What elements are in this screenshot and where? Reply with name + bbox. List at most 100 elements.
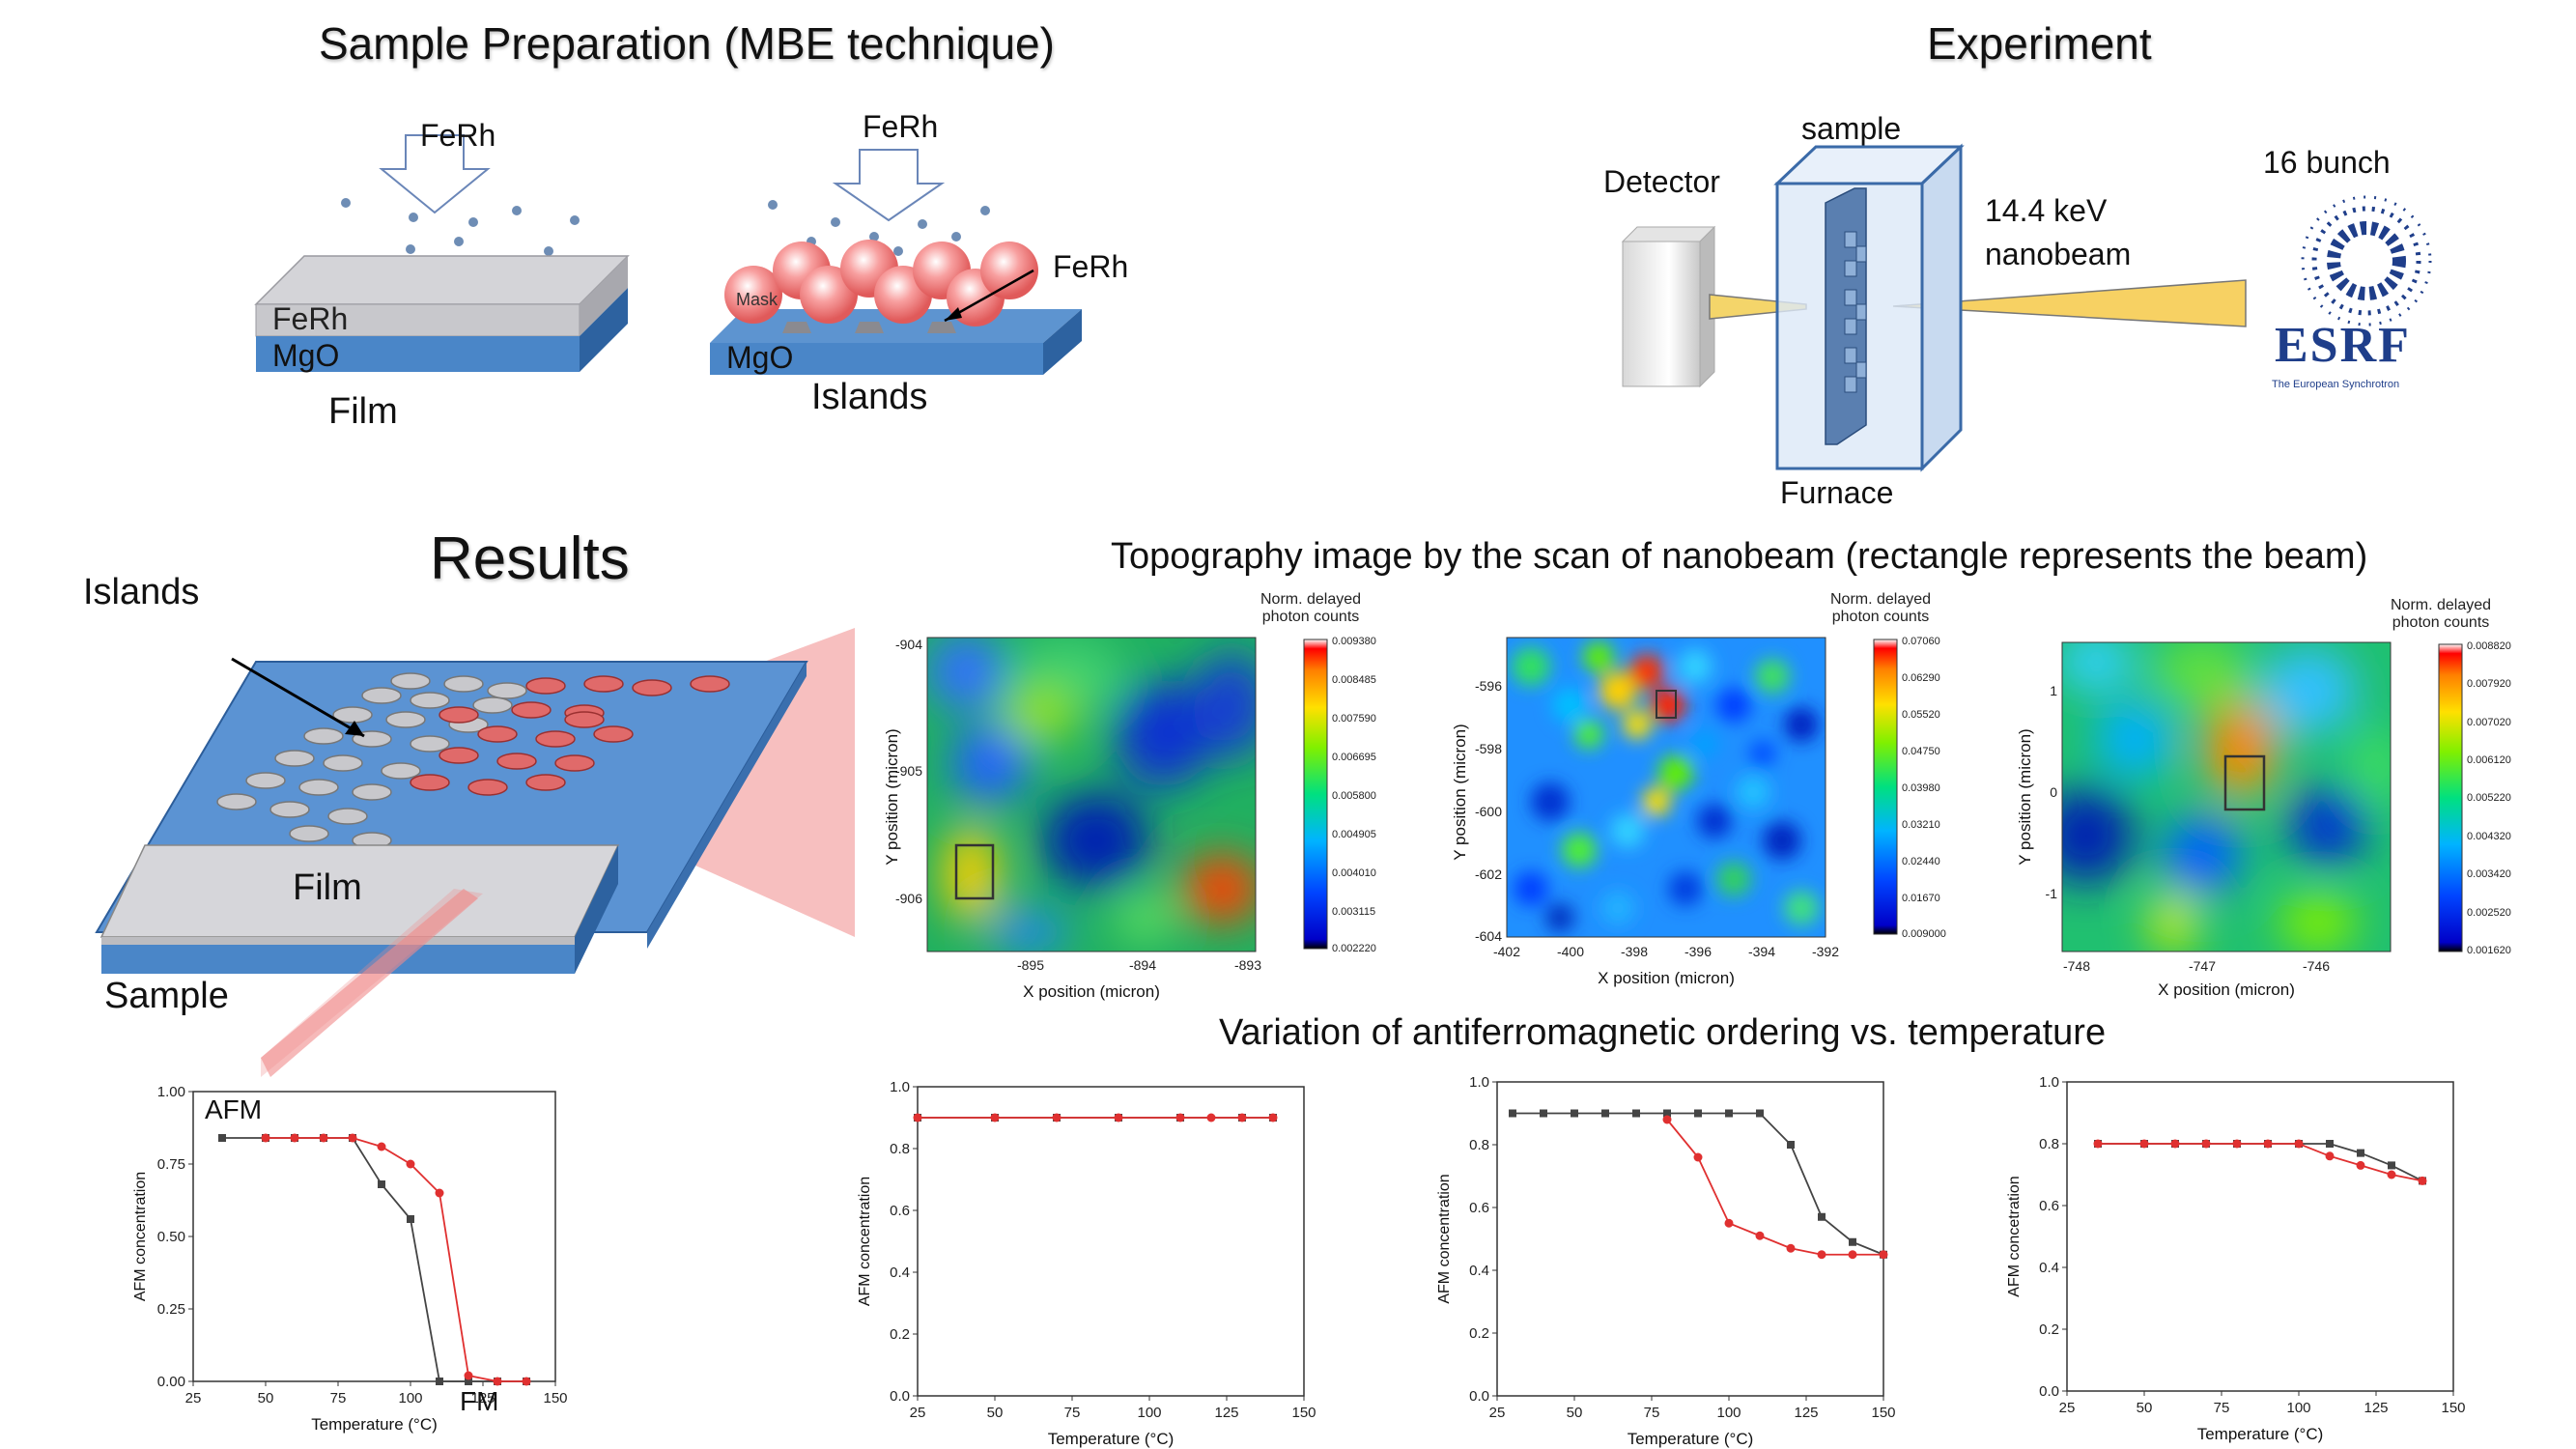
bunch-label: 16 bunch: [2263, 145, 2391, 180]
plot-frame: [1496, 1081, 1884, 1397]
y-tick-label: 0.0: [890, 1388, 910, 1405]
data-point-cooling: [435, 1188, 444, 1198]
data-point-heating: [1509, 1109, 1516, 1118]
islands-prep-diagram: [710, 149, 1082, 375]
svg-text:0.004905: 0.004905: [1332, 829, 1376, 840]
svg-text:0.04750: 0.04750: [1902, 746, 1940, 757]
svg-text:-1: -1: [2046, 886, 2058, 901]
svg-text:0.006695: 0.006695: [1332, 752, 1376, 763]
data-point-cooling: [2294, 1139, 2304, 1149]
data-point-heating: [1849, 1237, 1856, 1246]
data-point-heating: [1818, 1212, 1826, 1221]
data-point-cooling: [1175, 1113, 1185, 1122]
data-point-heating: [1787, 1141, 1795, 1149]
islands-pointer-label: FeRh: [1053, 249, 1129, 284]
svg-text:0.004010: 0.004010: [1332, 867, 1376, 879]
annotation-fm: FM: [460, 1386, 498, 1416]
variation-title: Variation of antiferromagnetic ordering …: [1219, 1012, 2107, 1053]
beam-rectangle: [1656, 690, 1677, 719]
topography-map-2: 0.07060 0.06290 0.05520 0.04750 0.03980 0.0…: [1451, 636, 1946, 987]
data-point-heating: [1540, 1109, 1547, 1118]
beam-type-label: nanobeam: [1985, 237, 2132, 271]
svg-text:-596: -596: [1475, 678, 1502, 694]
svg-text:-600: -600: [1475, 804, 1502, 819]
series-line-cooling: [1666, 1119, 1883, 1256]
data-point-heating: [1756, 1109, 1764, 1118]
zoom-beam-cone-chart: [261, 889, 483, 1077]
afm-chart-3: 25 50 75 100 125 150 0.0 0.2 0.4 0.6 0.8 1.0 Tempera…: [1436, 1074, 1896, 1448]
data-point-cooling: [1755, 1231, 1765, 1240]
y-tick-label: 1.00: [157, 1084, 185, 1100]
data-point-cooling: [406, 1159, 415, 1169]
svg-text:-894: -894: [1129, 957, 1156, 973]
data-point-cooling: [1848, 1250, 1857, 1260]
svg-text:0: 0: [2050, 784, 2057, 800]
x-tick-label: 25: [910, 1405, 926, 1421]
experiment-title: Experiment: [1927, 18, 2152, 69]
data-point-cooling: [2232, 1139, 2242, 1149]
x-axis-label: Temperature (°C): [311, 1415, 438, 1434]
film-layer-ferh: FeRh: [272, 301, 349, 336]
data-point-heating: [465, 1378, 472, 1385]
y-tick-label: 0.2: [890, 1326, 910, 1343]
deposition-arrow-icon: [832, 149, 946, 222]
data-point-heating: [218, 1134, 226, 1142]
svg-text:-604: -604: [1475, 928, 1502, 944]
x-tick-label: 100: [1137, 1405, 1161, 1421]
x-tick-label: 25: [1489, 1405, 1506, 1421]
data-point-cooling: [1206, 1113, 1216, 1122]
x-tick-label: 125: [2364, 1400, 2388, 1416]
x-tick-label: 50: [258, 1390, 274, 1406]
x-axis-label: Temperature (°C): [2197, 1425, 2324, 1443]
data-point-cooling: [290, 1133, 299, 1143]
data-point-heating: [407, 1215, 414, 1223]
svg-text:0.07060: 0.07060: [1902, 636, 1940, 647]
islands-pointer-arrow-icon: [231, 657, 365, 738]
svg-text:-748: -748: [2063, 958, 2090, 974]
afm-chart-1: 25 50 75 100 125 150 0.00 0.25 0.50 0.75 1.00 Tempe…: [132, 1084, 568, 1434]
svg-text:-598: -598: [1475, 741, 1502, 756]
svg-text:0.003420: 0.003420: [2467, 868, 2511, 880]
results-title: Results: [430, 526, 630, 592]
detector-label: Detector: [1603, 164, 1720, 199]
y-tick-label: 1.0: [890, 1079, 910, 1095]
y-tick-label: 0.0: [2039, 1383, 2059, 1400]
data-point-cooling: [261, 1133, 270, 1143]
x-tick-label: 25: [185, 1390, 202, 1406]
svg-text:-906: -906: [895, 891, 922, 906]
svg-text:-746: -746: [2303, 958, 2330, 974]
islands-layer-mgo: MgO: [726, 340, 794, 375]
data-point-cooling: [2418, 1176, 2427, 1185]
data-point-cooling: [990, 1113, 1000, 1122]
y-tick-label: 0.8: [890, 1141, 910, 1157]
svg-text:0.003115: 0.003115: [1332, 906, 1375, 918]
data-point-cooling: [2201, 1139, 2211, 1149]
results-sample-diagram: [95, 628, 855, 974]
map2-colorbar-title: Norm. delayed photon counts: [1830, 591, 1932, 625]
topography-map-1: 0.009380 0.008485 0.007590 0.006695 0.0058…: [883, 636, 1376, 1001]
svg-text:-402: -402: [1493, 944, 1520, 959]
map1-ylabel: Y position (micron): [883, 728, 901, 865]
x-tick-label: 100: [2286, 1400, 2310, 1416]
atoms-icon: [768, 200, 990, 256]
x-axis-label: Temperature (°C): [1048, 1430, 1175, 1448]
x-tick-label: 75: [1644, 1405, 1660, 1421]
x-tick-label: 150: [1871, 1405, 1895, 1421]
x-tick-label: 150: [543, 1390, 567, 1406]
svg-text:0.05520: 0.05520: [1902, 709, 1940, 721]
afm-chart-4: 25 50 75 100 125 150 0.0 0.2 0.4 0.6 0.8 1.0 Tempera…: [2006, 1074, 2466, 1443]
svg-text:-392: -392: [1812, 944, 1839, 959]
svg-text:1: 1: [2050, 683, 2057, 698]
svg-text:0.02440: 0.02440: [1902, 856, 1940, 867]
svg-text:0.008485: 0.008485: [1332, 674, 1376, 686]
data-point-heating: [2326, 1140, 2334, 1148]
data-point-cooling: [2387, 1170, 2396, 1179]
y-tick-label: 0.00: [157, 1374, 185, 1390]
y-tick-label: 0.75: [157, 1156, 185, 1173]
y-tick-label: 0.4: [2039, 1260, 2059, 1276]
esrf-logo-icon: [2301, 195, 2432, 327]
furnace-label: Furnace: [1780, 475, 1894, 510]
data-point-heating: [1694, 1109, 1702, 1118]
island-discs-gray: [216, 672, 527, 849]
esrf-logo-text: ESRF: [2275, 318, 2411, 373]
